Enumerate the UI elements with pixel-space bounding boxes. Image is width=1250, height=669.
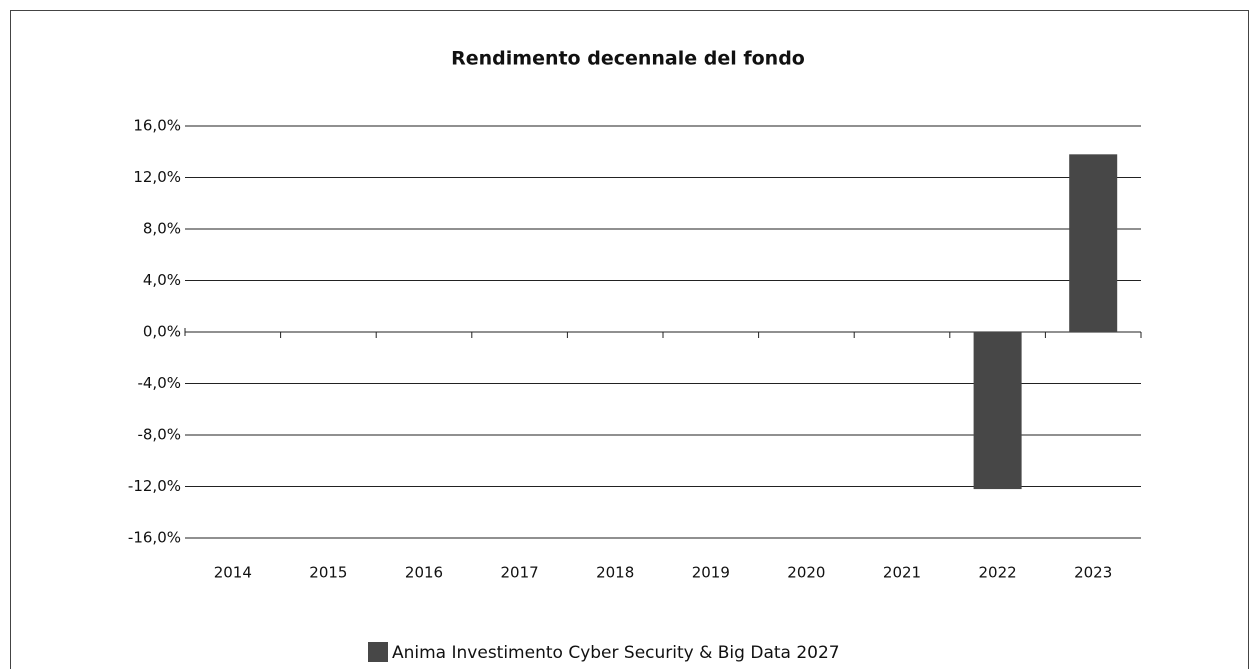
y-tick-label: 16,0% [133,117,181,135]
y-tick-label: 4,0% [143,271,181,289]
frame [10,10,1249,669]
legend-label: Anima Investimento Cyber Security & Big … [392,643,840,663]
bar [1069,154,1118,332]
x-tick-label: 2017 [501,564,539,582]
y-tick-label: -4,0% [137,374,181,392]
legend-swatch [368,642,388,662]
y-tick-label: 12,0% [133,168,181,186]
y-tick-label: -16,0% [128,529,181,547]
bar [973,332,1022,490]
y-tick-label: 0,0% [143,323,181,341]
x-tick-label: 2014 [214,564,252,582]
x-tick-label: 2022 [979,564,1017,582]
chart-title: Rendimento decennale del fondo [451,48,805,70]
x-tick-label: 2019 [692,564,730,582]
x-tick-label: 2015 [309,564,347,582]
x-tick-label: 2021 [883,564,921,582]
y-tick-label: 8,0% [143,220,181,238]
x-tick-label: 2023 [1074,564,1112,582]
x-tick-label: 2018 [596,564,634,582]
y-tick-label: -12,0% [128,477,181,495]
y-tick-label: -8,0% [137,426,181,444]
x-tick-label: 2016 [405,564,443,582]
x-tick-label: 2020 [787,564,825,582]
